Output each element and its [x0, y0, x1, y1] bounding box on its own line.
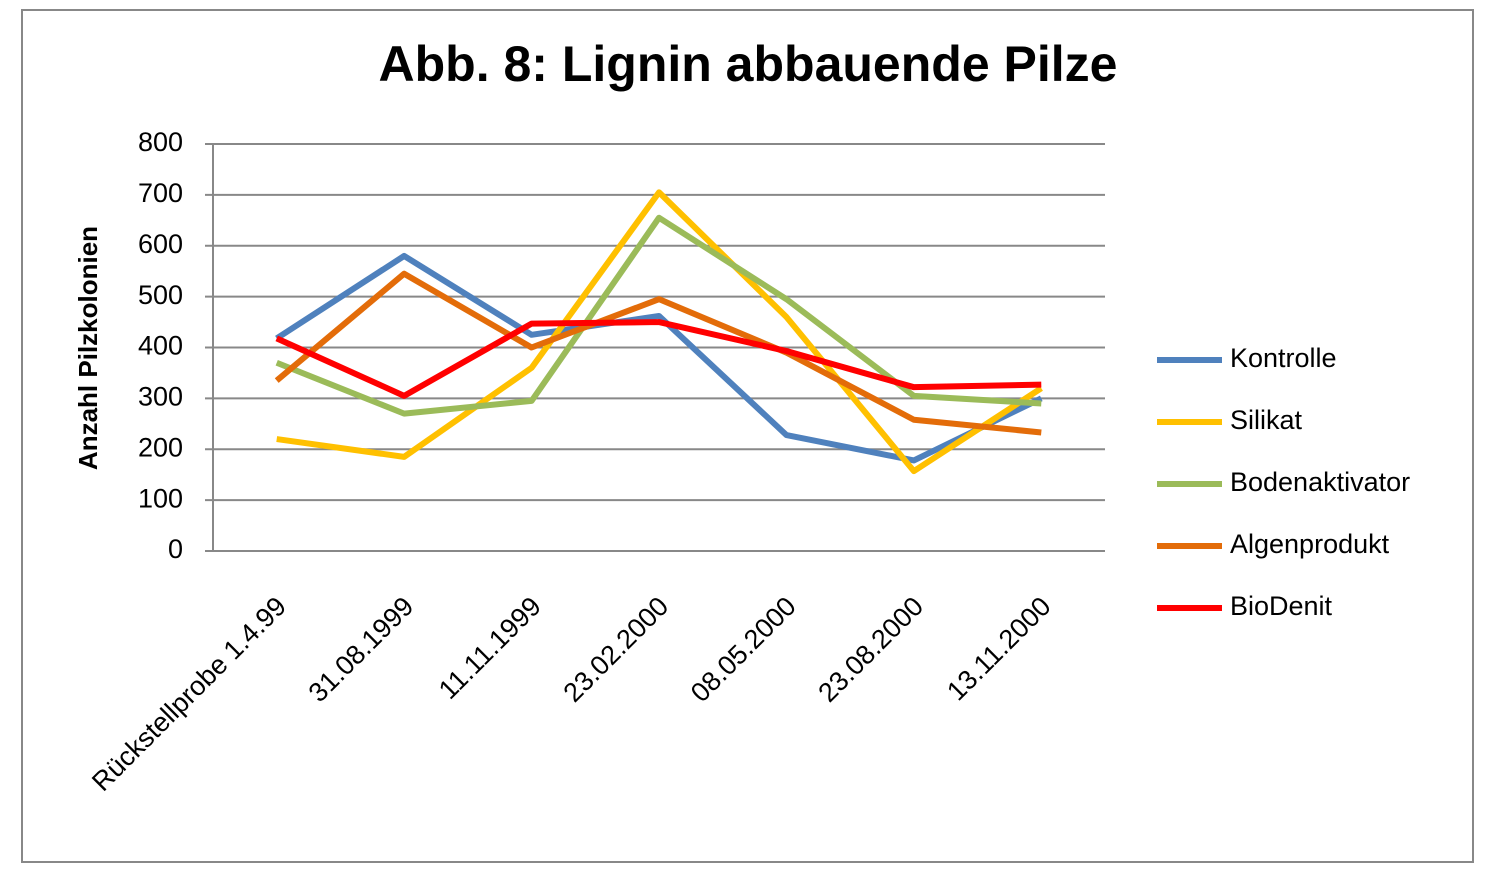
- chart-title: Abb. 8: Lignin abbauende Pilze: [379, 36, 1118, 92]
- y-tick-label: 300: [138, 382, 183, 412]
- series-line: [276, 189, 1043, 475]
- series-line: [275, 252, 1043, 464]
- y-tick-label: 200: [138, 432, 183, 462]
- legend-label: Algenprodukt: [1230, 529, 1390, 559]
- series-line: [275, 319, 1042, 399]
- y-axis-label: Anzahl Pilzkolonien: [73, 226, 103, 470]
- y-tick-label: 400: [138, 331, 183, 361]
- y-tick-label: 0: [168, 534, 183, 564]
- legend-label: BioDenit: [1230, 591, 1333, 621]
- series-line: [274, 270, 1042, 436]
- y-tick-label: 700: [138, 178, 183, 208]
- chart-frame: [21, 9, 1474, 863]
- series-line: [275, 214, 1042, 417]
- y-tick-label: 800: [138, 127, 183, 157]
- legend-label: Silikat: [1230, 405, 1303, 435]
- legend-label: Kontrolle: [1230, 343, 1337, 373]
- legend-label: Bodenaktivator: [1230, 467, 1410, 497]
- y-tick-label: 500: [138, 280, 183, 310]
- y-tick-label: 600: [138, 229, 183, 259]
- y-tick-label: 100: [138, 483, 183, 513]
